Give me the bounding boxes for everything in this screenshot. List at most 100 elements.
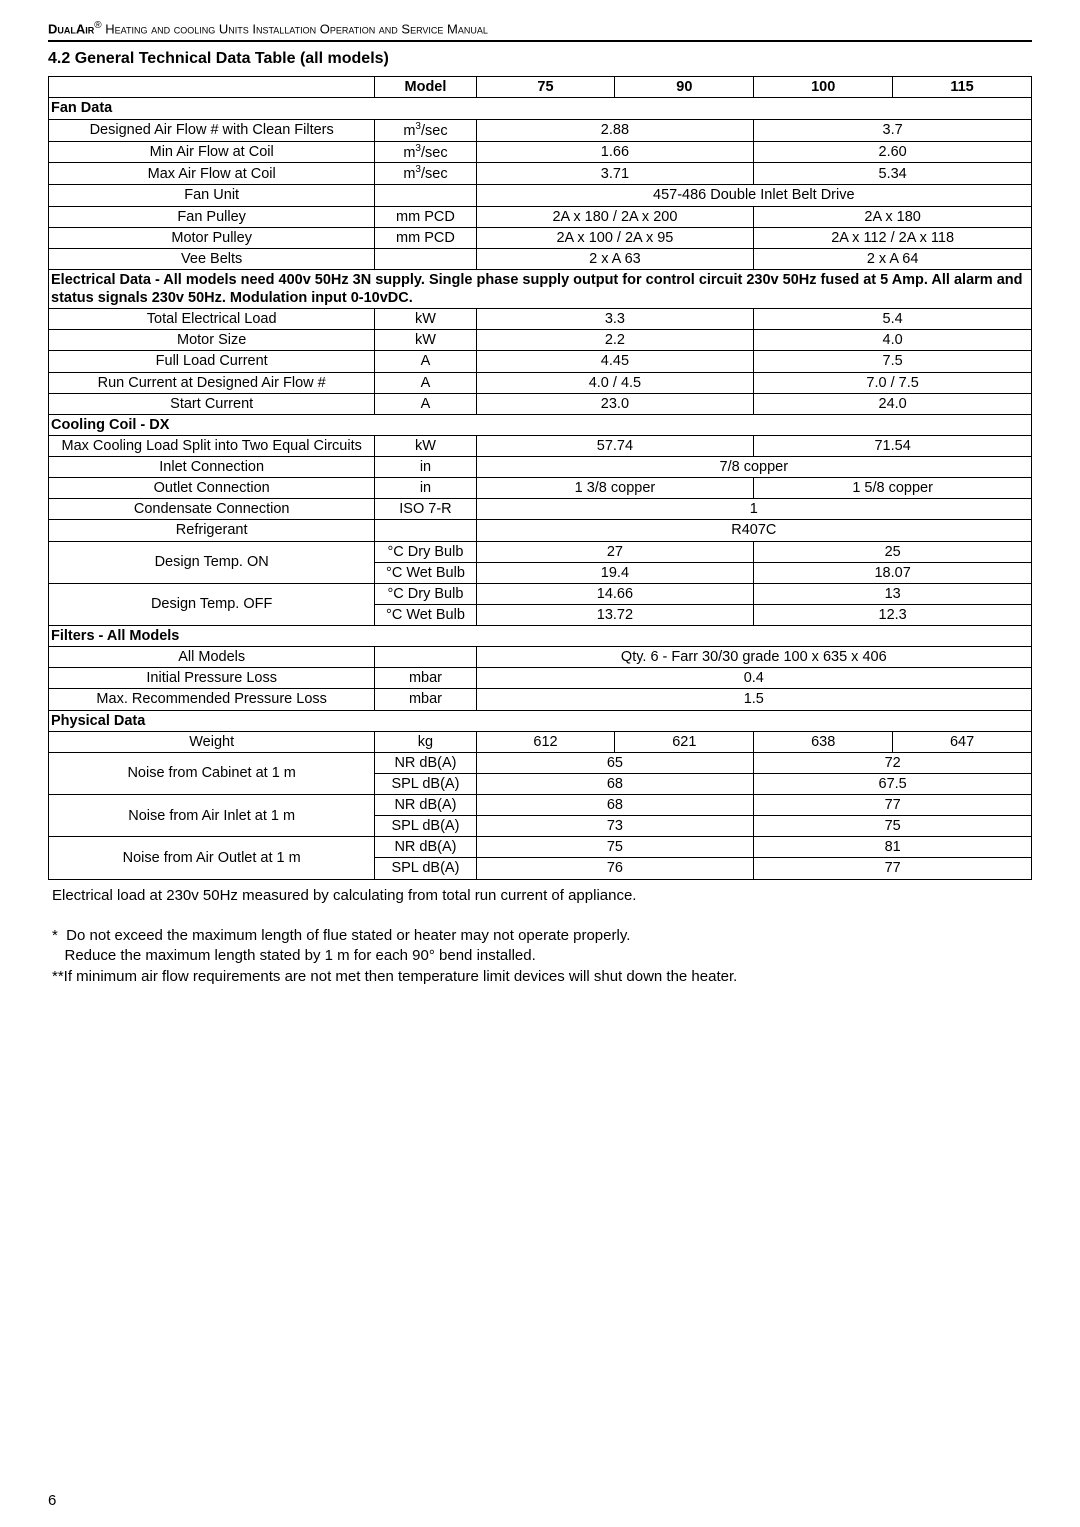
h-model: Model bbox=[375, 77, 476, 98]
cell-unit: °C Dry Bulb bbox=[375, 541, 476, 562]
cell-unit: NR dB(A) bbox=[375, 795, 476, 816]
spec-table: Model 75 90 100 115 Fan Data Designed Ai… bbox=[48, 76, 1032, 879]
cell-label: Max Cooling Load Split into Two Equal Ci… bbox=[49, 435, 375, 456]
cell-v: 457-486 Double Inlet Belt Drive bbox=[476, 185, 1031, 206]
cell-b: 2 x A 64 bbox=[754, 248, 1032, 269]
row-outlet-connection: Outlet Connection in 1 3/8 copper 1 5/8 … bbox=[49, 478, 1032, 499]
h-75: 75 bbox=[476, 77, 615, 98]
row-noise-inlet-nr: Noise from Air Inlet at 1 m NR dB(A) 68 … bbox=[49, 795, 1032, 816]
row-full-load-current: Full Load Current A 4.45 7.5 bbox=[49, 351, 1032, 372]
header-row: Model 75 90 100 115 bbox=[49, 77, 1032, 98]
section-cooling: Cooling Coil - DX bbox=[49, 414, 1032, 435]
cell-label: Max. Recommended Pressure Loss bbox=[49, 689, 375, 710]
row-noise-outlet-nr: Noise from Air Outlet at 1 m NR dB(A) 75… bbox=[49, 837, 1032, 858]
row-motor-pulley: Motor Pulley mm PCD 2A x 100 / 2A x 95 2… bbox=[49, 227, 1032, 248]
cell-unit: m3/sec bbox=[375, 119, 476, 141]
cell-unit: in bbox=[375, 457, 476, 478]
cell-label: Total Electrical Load bbox=[49, 309, 375, 330]
row-max-air-flow: Max Air Flow at Coil m3/sec 3.71 5.34 bbox=[49, 163, 1032, 185]
cell-b: 71.54 bbox=[754, 435, 1032, 456]
cell-unit: A bbox=[375, 372, 476, 393]
h-115: 115 bbox=[893, 77, 1032, 98]
cell-a: 13.72 bbox=[476, 604, 754, 625]
section-fan: Fan Data bbox=[49, 98, 1032, 119]
cell-a: 68 bbox=[476, 795, 754, 816]
cell-unit: mbar bbox=[375, 668, 476, 689]
cell-label: Initial Pressure Loss bbox=[49, 668, 375, 689]
section-physical-label: Physical Data bbox=[49, 710, 1032, 731]
page: DualAir® Heating and cooling Units Insta… bbox=[0, 0, 1080, 1527]
cell-b: 1 5/8 copper bbox=[754, 478, 1032, 499]
cell-b: 7.0 / 7.5 bbox=[754, 372, 1032, 393]
cell-a: 2.2 bbox=[476, 330, 754, 351]
cell-label: Fan Unit bbox=[49, 185, 375, 206]
cell-v: 0.4 bbox=[476, 668, 1031, 689]
cell-label: Condensate Connection bbox=[49, 499, 375, 520]
cell-v: Qty. 6 - Farr 30/30 grade 100 x 635 x 40… bbox=[476, 647, 1031, 668]
section-physical: Physical Data bbox=[49, 710, 1032, 731]
cell-a: 2.88 bbox=[476, 119, 754, 141]
cell-a: 75 bbox=[476, 837, 754, 858]
cell-label: Outlet Connection bbox=[49, 478, 375, 499]
cell-a: 4.45 bbox=[476, 351, 754, 372]
cell-a: 1 3/8 copper bbox=[476, 478, 754, 499]
section-filters-label: Filters - All Models bbox=[49, 626, 1032, 647]
cell-label: Full Load Current bbox=[49, 351, 375, 372]
cell-a: 3.71 bbox=[476, 163, 754, 185]
cell-unit: SPL dB(A) bbox=[375, 858, 476, 879]
cell-a: 1.66 bbox=[476, 141, 754, 163]
cell-b: 72 bbox=[754, 752, 1032, 773]
cell-b: 5.34 bbox=[754, 163, 1032, 185]
section-filters: Filters - All Models bbox=[49, 626, 1032, 647]
cell-unit: mbar bbox=[375, 689, 476, 710]
cell-label: Motor Pulley bbox=[49, 227, 375, 248]
row-motor-size: Motor Size kW 2.2 4.0 bbox=[49, 330, 1032, 351]
note-3: **If minimum air flow requirements are n… bbox=[52, 967, 1032, 987]
cell-label: Run Current at Designed Air Flow # bbox=[49, 372, 375, 393]
cell-a: 2A x 100 / 2A x 95 bbox=[476, 227, 754, 248]
note-2b: Reduce the maximum length stated by 1 m … bbox=[52, 946, 1032, 966]
cell-unit bbox=[375, 185, 476, 206]
cell-v: 1.5 bbox=[476, 689, 1031, 710]
cell-unit bbox=[375, 248, 476, 269]
cell-a: 23.0 bbox=[476, 393, 754, 414]
cell-unit: kW bbox=[375, 435, 476, 456]
cell-label: All Models bbox=[49, 647, 375, 668]
cell-a: 65 bbox=[476, 752, 754, 773]
cell-b: 24.0 bbox=[754, 393, 1032, 414]
footnotes: Electrical load at 230v 50Hz measured by… bbox=[48, 886, 1032, 987]
cell-b: 2A x 180 bbox=[754, 206, 1032, 227]
manual-header: DualAir® Heating and cooling Units Insta… bbox=[48, 20, 1032, 36]
cell-b: 4.0 bbox=[754, 330, 1032, 351]
cell-label: Start Current bbox=[49, 393, 375, 414]
header-rest: Heating and cooling Units Installation O… bbox=[102, 21, 488, 36]
cell-unit: NR dB(A) bbox=[375, 837, 476, 858]
cell-b: 13 bbox=[754, 583, 1032, 604]
row-refrigerant: Refrigerant R407C bbox=[49, 520, 1032, 541]
cell-b: 5.4 bbox=[754, 309, 1032, 330]
section-electrical: Electrical Data - All models need 400v 5… bbox=[49, 269, 1032, 308]
cell-b: 3.7 bbox=[754, 119, 1032, 141]
cell-a: 2A x 180 / 2A x 200 bbox=[476, 206, 754, 227]
cell-a: 76 bbox=[476, 858, 754, 879]
row-initial-pressure-loss: Initial Pressure Loss mbar 0.4 bbox=[49, 668, 1032, 689]
row-total-electrical-load: Total Electrical Load kW 3.3 5.4 bbox=[49, 309, 1032, 330]
cell-label: Refrigerant bbox=[49, 520, 375, 541]
cell-a: 2 x A 63 bbox=[476, 248, 754, 269]
row-vee-belts: Vee Belts 2 x A 63 2 x A 64 bbox=[49, 248, 1032, 269]
cell-a: 4.0 / 4.5 bbox=[476, 372, 754, 393]
cell-v: R407C bbox=[476, 520, 1031, 541]
cell-label: Fan Pulley bbox=[49, 206, 375, 227]
row-noise-cabinet-nr: Noise from Cabinet at 1 m NR dB(A) 65 72 bbox=[49, 752, 1032, 773]
cell-v: 1 bbox=[476, 499, 1031, 520]
cell-label: Design Temp. OFF bbox=[49, 583, 375, 625]
cell-a: 3.3 bbox=[476, 309, 754, 330]
cell-label: Designed Air Flow # with Clean Filters bbox=[49, 119, 375, 141]
page-number: 6 bbox=[48, 1492, 56, 1509]
row-design-temp-on-dry: Design Temp. ON °C Dry Bulb 27 25 bbox=[49, 541, 1032, 562]
row-weight: Weight kg 612 621 638 647 bbox=[49, 731, 1032, 752]
cell-a: 68 bbox=[476, 773, 754, 794]
cell-unit: A bbox=[375, 393, 476, 414]
cell-b: 2.60 bbox=[754, 141, 1032, 163]
cell-unit: m3/sec bbox=[375, 163, 476, 185]
